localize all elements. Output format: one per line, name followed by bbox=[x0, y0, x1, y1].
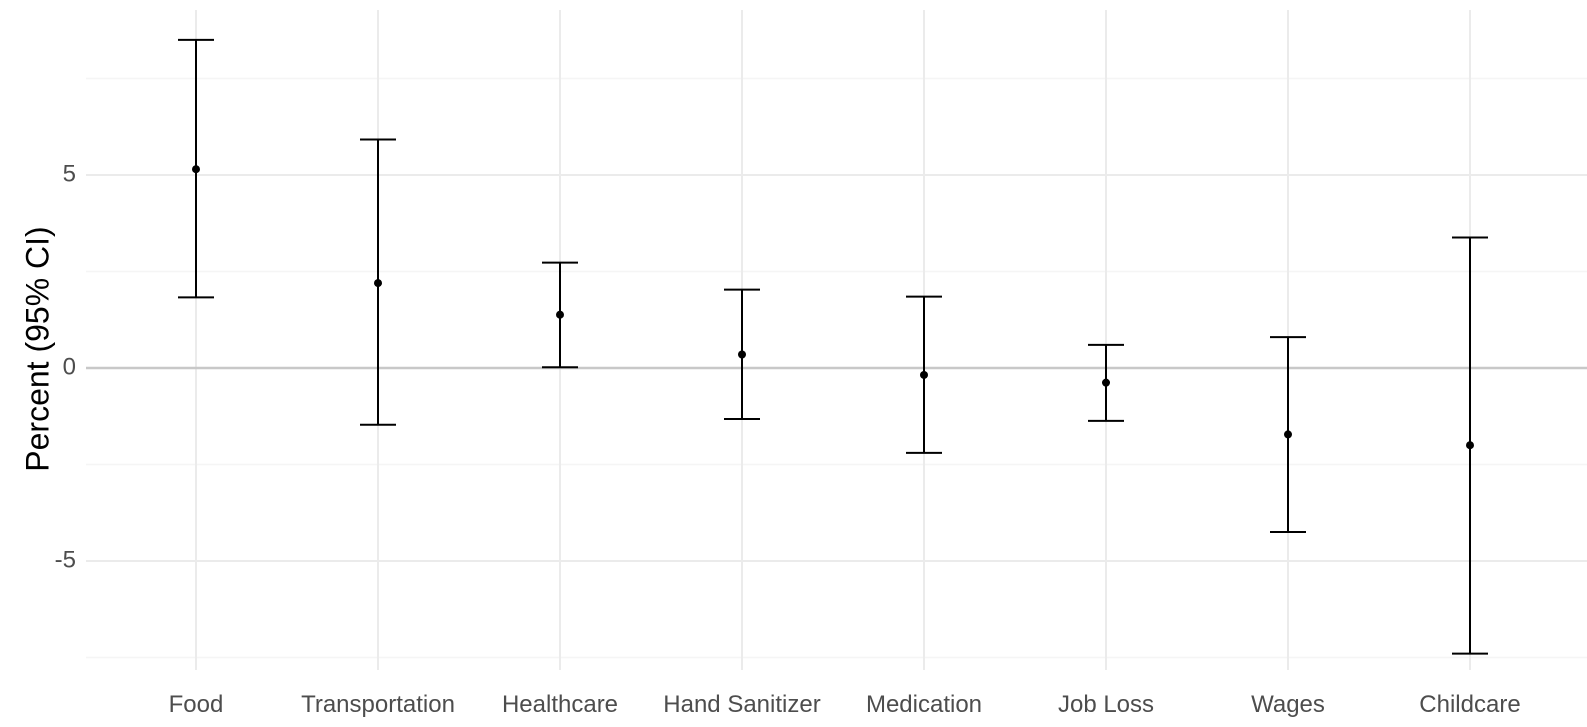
x-axis-ticks: Food Transportation Healthcare Hand Sanitiz… bbox=[169, 691, 1521, 718]
point-estimate bbox=[192, 165, 200, 174]
y-tick-label: 0 bbox=[63, 353, 76, 380]
x-tick-label: Medication bbox=[866, 691, 982, 718]
x-tick-label: Wages bbox=[1251, 691, 1325, 718]
x-tick-label: Healthcare bbox=[502, 691, 618, 718]
point-estimate bbox=[556, 310, 564, 319]
x-tick-label: Hand Sanitizer bbox=[663, 691, 820, 718]
point-estimate bbox=[1102, 378, 1110, 387]
errorbar-job-loss bbox=[1088, 343, 1124, 422]
errorbar-hand-sanitizer bbox=[724, 288, 760, 420]
point-estimate bbox=[1284, 430, 1292, 439]
x-tick-label: Job Loss bbox=[1058, 691, 1154, 718]
y-axis-title: Percent (95% CI) bbox=[19, 226, 55, 471]
error-bars bbox=[178, 38, 1488, 655]
point-estimate bbox=[1466, 441, 1474, 450]
x-tick-label: Childcare bbox=[1419, 691, 1520, 718]
x-tick-label: Transportation bbox=[301, 691, 455, 718]
x-tick-label: Food bbox=[169, 691, 224, 718]
point-estimate bbox=[920, 370, 928, 379]
errorbar-childcare bbox=[1452, 236, 1488, 655]
point-estimate bbox=[374, 279, 382, 288]
errorbar-healthcare bbox=[542, 261, 578, 369]
y-tick-label: -5 bbox=[55, 546, 76, 573]
y-axis-ticks: 5 0 -5 bbox=[55, 160, 76, 573]
point-estimate bbox=[738, 350, 746, 359]
errorbar-transportation bbox=[360, 138, 396, 426]
y-tick-label: 5 bbox=[63, 160, 76, 187]
errorbar-wages bbox=[1270, 336, 1306, 534]
errorbar-food bbox=[178, 38, 214, 299]
errorbar-medication bbox=[906, 295, 942, 454]
